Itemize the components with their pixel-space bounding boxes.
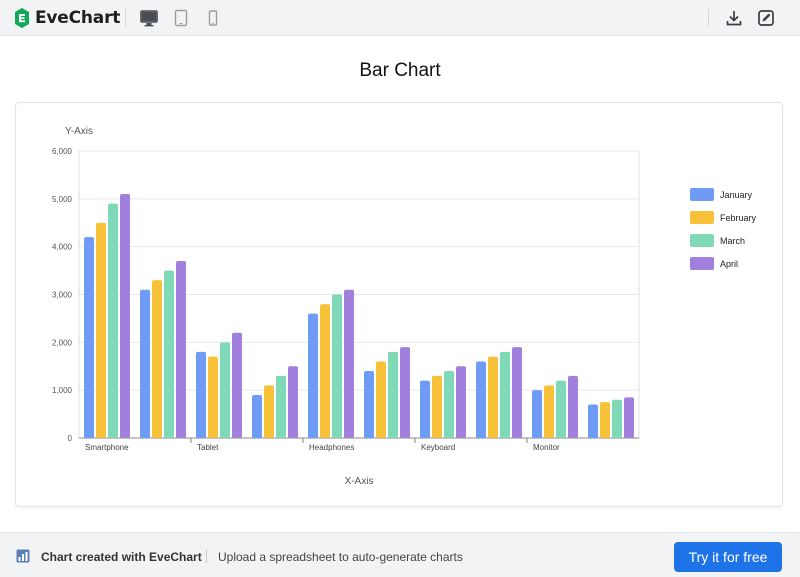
bar <box>120 194 130 438</box>
bar <box>456 366 466 438</box>
top-toolbar: EveChart <box>0 0 800 36</box>
bar <box>544 385 554 438</box>
bar <box>220 342 230 438</box>
evechart-logo-icon <box>15 8 29 28</box>
bar <box>600 402 610 438</box>
app-logo[interactable]: EveChart <box>14 7 120 29</box>
bar <box>276 375 286 438</box>
edit-icon[interactable] <box>756 8 776 28</box>
desktop-icon[interactable] <box>139 8 159 28</box>
bar <box>152 280 162 438</box>
bar <box>176 261 186 438</box>
bar <box>500 351 510 438</box>
bar <box>488 356 498 438</box>
bar <box>140 289 150 438</box>
legend-label: January <box>720 190 753 200</box>
bar <box>332 294 342 438</box>
bar <box>252 394 262 438</box>
y-tick-label: 1,000 <box>52 386 73 395</box>
bar <box>512 347 522 438</box>
legend-swatch <box>690 188 714 201</box>
bar <box>432 375 442 438</box>
try-free-button[interactable]: Try it for free <box>674 542 782 572</box>
x-axis-title: X-Axis <box>345 476 374 487</box>
bar <box>568 375 578 438</box>
y-tick-label: 0 <box>68 434 73 443</box>
bar <box>588 404 598 438</box>
bar <box>556 380 566 438</box>
bar <box>264 385 274 438</box>
legend-swatch <box>690 211 714 224</box>
bar <box>420 380 430 438</box>
legend-swatch <box>690 257 714 270</box>
bar <box>400 347 410 438</box>
legend-label: February <box>720 213 757 223</box>
mobile-icon[interactable] <box>203 8 223 28</box>
page-title: Bar Chart <box>359 60 441 81</box>
chart-icon <box>16 549 30 563</box>
bar <box>624 397 634 438</box>
x-tick-label: Monitor <box>533 443 560 452</box>
footer-description: Upload a spreadsheet to auto-generate ch… <box>218 550 463 564</box>
bar <box>164 270 174 438</box>
bar <box>320 304 330 438</box>
x-tick-label: Smartphone <box>85 443 129 452</box>
bar <box>84 237 94 438</box>
bar <box>196 351 206 438</box>
y-tick-label: 5,000 <box>52 195 73 204</box>
app-brand-name: EveChart <box>35 8 121 28</box>
bar <box>532 390 542 438</box>
download-icon[interactable] <box>724 8 744 28</box>
bar <box>208 356 218 438</box>
footer-brand-text: Chart created with EveChart <box>41 550 202 564</box>
toolbar-divider <box>125 9 126 27</box>
footer-bar: Chart created with EveChart Upload a spr… <box>0 532 800 577</box>
tablet-icon[interactable] <box>171 8 191 28</box>
bar <box>376 361 386 438</box>
bar <box>308 313 318 438</box>
bar <box>388 351 398 438</box>
x-tick-label: Headphones <box>309 443 354 452</box>
y-axis-title: Y-Axis <box>65 126 93 137</box>
bar <box>288 366 298 438</box>
y-tick-label: 4,000 <box>52 243 73 252</box>
bar <box>612 399 622 438</box>
main-content: Bar Chart 0 1,000 2,000 3,000 4,000 5,000 6,00… <box>0 36 800 532</box>
chart-card: 0 1,000 2,000 3,000 4,000 5,000 6,000 Y-Axis X-A… <box>15 102 783 507</box>
legend-swatch <box>690 234 714 247</box>
bar <box>476 361 486 438</box>
bar <box>444 371 454 438</box>
bar <box>364 371 374 438</box>
bar-chart: 0 1,000 2,000 3,000 4,000 5,000 6,000 Y-Axis X-A… <box>52 126 757 487</box>
y-tick-label: 2,000 <box>52 338 73 347</box>
toolbar-divider <box>708 9 709 27</box>
y-tick-label: 3,000 <box>52 291 73 300</box>
bar <box>96 222 106 438</box>
x-tick-label: Keyboard <box>421 443 455 452</box>
bar <box>108 203 118 438</box>
footer-divider <box>206 549 207 563</box>
legend-label: March <box>720 236 745 246</box>
bar <box>232 332 242 438</box>
y-tick-label: 6,000 <box>52 147 73 156</box>
x-tick-label: Tablet <box>197 443 219 452</box>
legend-label: April <box>720 259 738 269</box>
bar <box>344 289 354 438</box>
